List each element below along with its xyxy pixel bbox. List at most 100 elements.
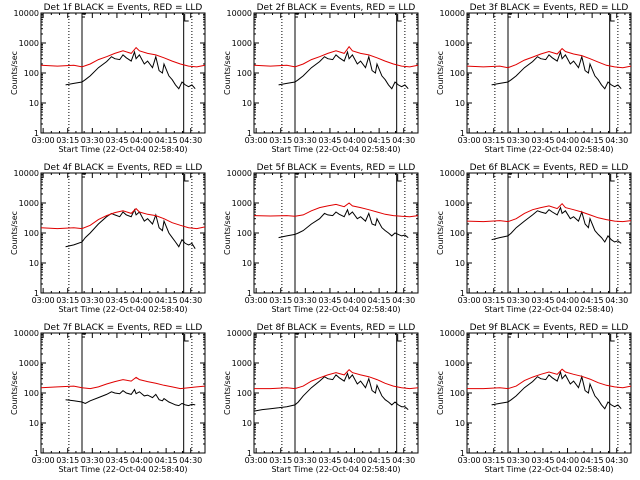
- x-tick-label: 03:00: [32, 296, 55, 305]
- y-tick-label: 100: [24, 389, 39, 398]
- x-axis-title: Start Time (22-Oct-04 02:58:40): [58, 145, 187, 154]
- x-tick-label: 04:15: [155, 296, 178, 305]
- f-flag-mark: [508, 173, 512, 178]
- x-tick-label: 04:15: [368, 136, 391, 145]
- f-flag-mark: [295, 13, 299, 18]
- f-flag-mark: [508, 333, 512, 338]
- y-tick-label: 1: [34, 289, 39, 298]
- y-tick-label: 100: [237, 69, 252, 78]
- y-tick-label: 1: [34, 449, 39, 458]
- y-tick-label: 100: [24, 69, 39, 78]
- lld-series-line: [40, 46, 206, 68]
- x-tick-label: 04:30: [605, 136, 628, 145]
- x-tick-label: 03:00: [32, 456, 55, 465]
- x-tick-label: 03:45: [531, 456, 554, 465]
- x-tick-label: 04:30: [179, 136, 202, 145]
- y-tick-label: 1000: [445, 199, 465, 208]
- x-tick-label: 03:15: [269, 136, 292, 145]
- x-tick-label: 04:15: [581, 136, 604, 145]
- x-tick-label: 03:30: [81, 456, 104, 465]
- x-tick-label: 04:30: [605, 456, 628, 465]
- y-tick-label: 10: [455, 259, 465, 268]
- plot-frame: [253, 172, 419, 294]
- x-axis-title: Start Time (22-Oct-04 02:58:40): [484, 305, 613, 314]
- lld-series-line: [254, 369, 419, 390]
- lld-series-line: [467, 368, 632, 390]
- y-tick-label: 10000: [14, 169, 39, 178]
- y-tick-label: 1000: [19, 199, 39, 208]
- f-flag-mark: [82, 13, 86, 18]
- x-tick-label: 04:30: [392, 456, 415, 465]
- l-flag-mark: [184, 14, 189, 22]
- detector-panel: Det 8f BLACK = Events, RED = LLD 1 10 100 10…: [223, 323, 419, 474]
- x-tick-label: 04:00: [130, 456, 153, 465]
- l-flag-mark: [184, 174, 189, 182]
- x-tick-label: 04:15: [368, 456, 391, 465]
- x-tick-label: 04:30: [605, 296, 628, 305]
- detector-panel: Det 2f BLACK = Events, RED = LLD 1 10 100 10…: [223, 3, 419, 154]
- panel-title: Det 8f BLACK = Events, RED = LLD: [257, 323, 416, 333]
- plot-frame: [253, 332, 419, 454]
- events-series-line: [278, 208, 409, 239]
- x-tick-label: 03:30: [507, 136, 530, 145]
- x-tick-label: 03:15: [482, 296, 505, 305]
- l-flag-mark: [397, 174, 402, 182]
- y-axis-title: Counts/sec: [436, 211, 445, 255]
- x-tick-label: 03:30: [507, 296, 530, 305]
- x-tick-label: 03:15: [56, 296, 79, 305]
- x-tick-label: 04:00: [556, 136, 579, 145]
- x-tick-label: 03:30: [81, 136, 104, 145]
- x-axis-title: Start Time (22-Oct-04 02:58:40): [271, 465, 400, 474]
- detector-panel: Det 3f BLACK = Events, RED = LLD 1 10 100 10…: [436, 3, 632, 154]
- y-tick-label: 10: [29, 99, 39, 108]
- x-tick-label: 04:00: [130, 296, 153, 305]
- x-tick-label: 04:00: [343, 136, 366, 145]
- detector-panel: Det 9f BLACK = Events, RED = LLD 1 10 100 10…: [436, 323, 632, 474]
- y-axis-title: Counts/sec: [10, 51, 19, 95]
- plot-frame: [466, 12, 632, 134]
- y-tick-label: 10000: [14, 329, 39, 338]
- l-flag-mark: [184, 334, 189, 342]
- x-tick-label: 03:45: [318, 456, 341, 465]
- y-tick-label: 10000: [440, 169, 465, 178]
- x-tick-label: 03:15: [482, 456, 505, 465]
- x-tick-label: 03:00: [32, 136, 55, 145]
- x-tick-label: 03:45: [531, 136, 554, 145]
- x-tick-label: 03:00: [458, 456, 481, 465]
- plot-frame: [40, 332, 206, 454]
- y-tick-label: 1: [460, 289, 465, 298]
- x-tick-label: 03:45: [105, 296, 128, 305]
- y-tick-label: 100: [237, 229, 252, 238]
- x-tick-label: 03:30: [507, 456, 530, 465]
- x-tick-label: 03:00: [245, 456, 268, 465]
- x-axis-title: Start Time (22-Oct-04 02:58:40): [58, 465, 187, 474]
- y-axis-title: Counts/sec: [436, 371, 445, 415]
- x-tick-label: 03:45: [531, 296, 554, 305]
- y-axis-title: Counts/sec: [223, 211, 232, 255]
- detector-panel: Det 1f BLACK = Events, RED = LLD 1 10 100 10…: [10, 3, 206, 154]
- y-tick-label: 1000: [19, 359, 39, 368]
- x-tick-label: 03:00: [245, 296, 268, 305]
- y-tick-label: 1: [460, 449, 465, 458]
- y-tick-label: 10000: [14, 9, 39, 18]
- y-tick-label: 100: [450, 389, 465, 398]
- x-tick-label: 04:30: [179, 296, 202, 305]
- events-series-line: [65, 50, 196, 90]
- y-tick-label: 1000: [232, 359, 252, 368]
- y-tick-label: 100: [450, 229, 465, 238]
- detector-panel: Det 6f BLACK = Events, RED = LLD 1 10 100 10…: [436, 163, 632, 314]
- y-tick-label: 1: [247, 449, 252, 458]
- y-tick-label: 1000: [19, 39, 39, 48]
- x-tick-label: 04:15: [581, 296, 604, 305]
- events-series-line: [253, 371, 409, 412]
- panel-title: Det 7f BLACK = Events, RED = LLD: [44, 323, 203, 333]
- panel-title: Det 2f BLACK = Events, RED = LLD: [257, 3, 416, 13]
- y-tick-label: 10000: [227, 9, 252, 18]
- y-tick-label: 10: [29, 419, 39, 428]
- y-tick-label: 10: [242, 259, 252, 268]
- y-axis-title: Counts/sec: [223, 51, 232, 95]
- x-axis-title: Start Time (22-Oct-04 02:58:40): [271, 145, 400, 154]
- x-tick-label: 03:30: [294, 296, 317, 305]
- f-flag-mark: [295, 333, 299, 338]
